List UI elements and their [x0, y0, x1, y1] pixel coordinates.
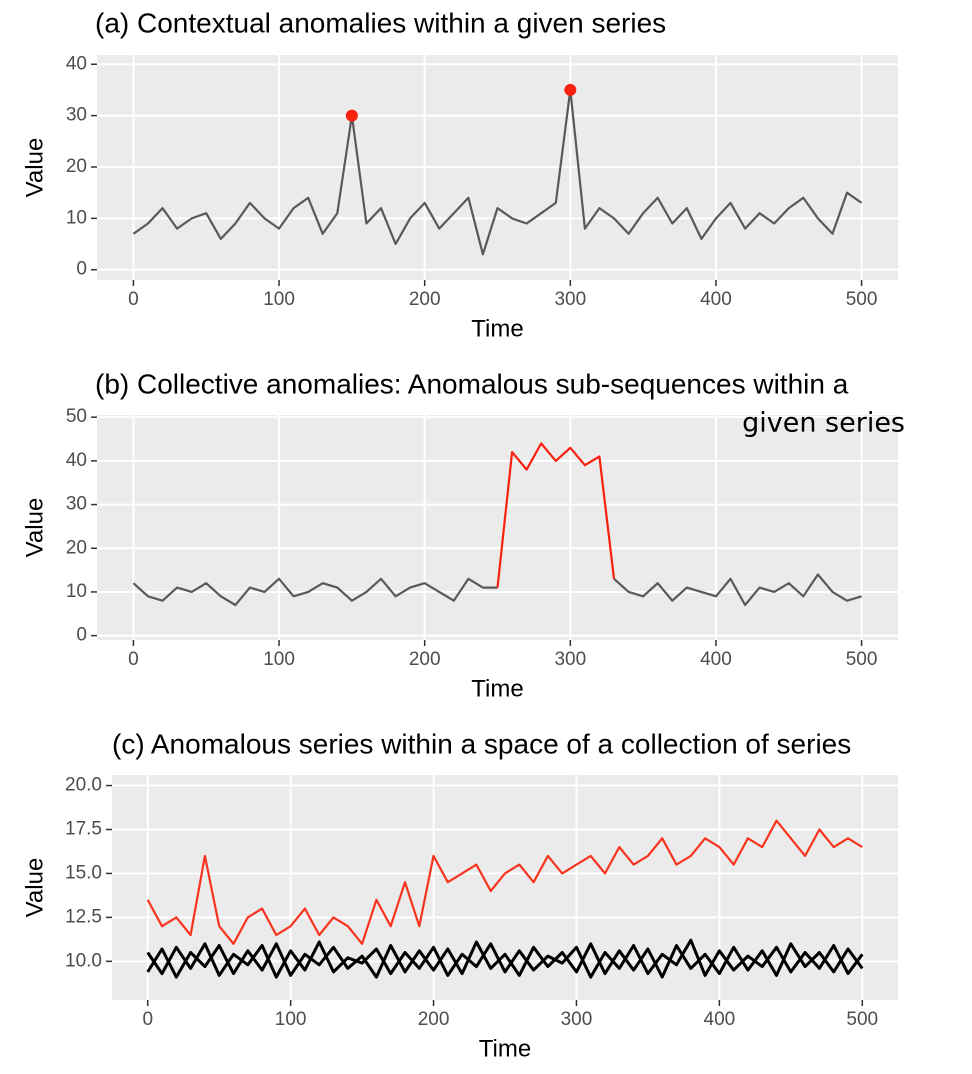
chart-title: (c) Anomalous series within a space of a…	[112, 728, 851, 759]
x-tick-label: 100	[263, 649, 295, 670]
x-tick-label: 200	[418, 1009, 450, 1030]
series-line	[146, 940, 864, 979]
y-tick-label: 0	[76, 625, 87, 646]
y-tick-label: 20.0	[65, 775, 102, 796]
anomaly-point	[345, 109, 358, 122]
y-tick-label: 15.0	[65, 862, 102, 883]
x-tick-label: 500	[846, 1009, 878, 1030]
x-tick-label: 100	[275, 1009, 307, 1030]
x-axis-label: Time	[471, 315, 523, 342]
series-line	[132, 573, 862, 607]
series-line	[496, 442, 616, 588]
chart-title: (a) Contextual anomalies within a given …	[95, 7, 666, 38]
x-tick-label: 400	[700, 649, 732, 670]
x-tick-label: 500	[846, 649, 878, 670]
y-tick-label: 20	[66, 156, 87, 177]
y-tick-label: 30	[66, 494, 87, 515]
y-tick-label: 10	[66, 207, 87, 228]
series-line	[132, 88, 863, 256]
x-tick-label: 0	[128, 649, 139, 670]
x-tick-label: 0	[142, 1009, 153, 1030]
y-tick-label: 30	[66, 105, 87, 126]
y-tick-label: 17.5	[65, 819, 102, 840]
y-axis-label: Value	[21, 498, 48, 558]
anomaly-point	[564, 83, 577, 96]
x-tick-label: 300	[561, 1009, 593, 1030]
x-axis-label: Time	[471, 675, 523, 702]
chart-title: given series	[742, 408, 905, 439]
x-tick-label: 300	[554, 649, 586, 670]
y-tick-label: 0	[76, 259, 87, 280]
x-tick-label: 200	[409, 289, 441, 310]
chart-title: (b) Collective anomalies: Anomalous sub-…	[95, 368, 849, 399]
x-tick-label: 400	[704, 1009, 736, 1030]
series-line	[146, 819, 863, 945]
y-tick-label: 12.5	[65, 906, 102, 927]
y-tick-label: 20	[66, 537, 87, 558]
y-tick-label: 10.0	[65, 950, 102, 971]
x-tick-label: 500	[846, 289, 878, 310]
y-tick-label: 40	[66, 53, 87, 74]
y-axis-label: Value	[21, 858, 48, 918]
y-tick-label: 10	[66, 581, 87, 602]
x-tick-label: 0	[128, 289, 139, 310]
x-tick-label: 200	[409, 649, 441, 670]
x-tick-label: 400	[700, 289, 732, 310]
y-tick-label: 40	[66, 450, 87, 471]
plot-panel	[97, 415, 898, 640]
y-tick-label: 50	[66, 406, 87, 427]
x-tick-label: 100	[263, 289, 295, 310]
x-tick-label: 300	[554, 289, 586, 310]
y-axis-label: Value	[21, 138, 48, 198]
x-axis-label: Time	[479, 1035, 531, 1062]
